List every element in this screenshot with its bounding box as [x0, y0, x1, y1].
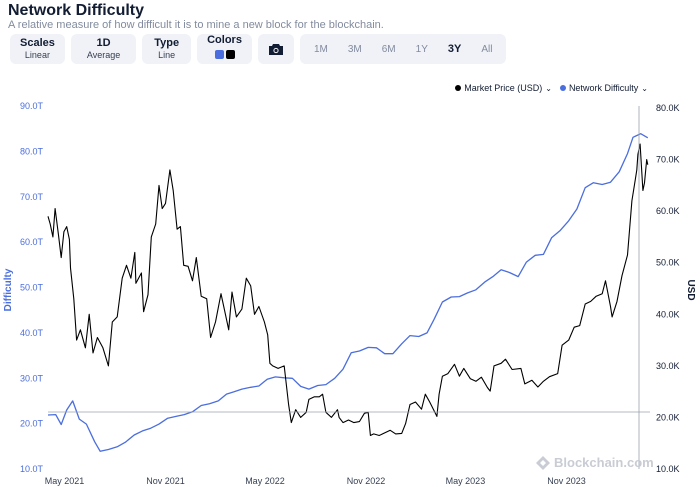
y-left-tick-label: 80.0T — [20, 146, 44, 156]
y-right-tick-label: 10.0K — [656, 464, 680, 474]
y-left-tick-label: 20.0T — [20, 419, 44, 429]
x-tick-label: May 2021 — [45, 476, 85, 486]
difficulty-color-swatch — [214, 50, 224, 59]
y-right-tick-label: 20.0K — [656, 412, 680, 422]
scales-label: Scales — [20, 37, 55, 49]
chevron-down-icon: ⌄ — [545, 83, 552, 93]
scales-value: Linear — [24, 50, 50, 60]
x-tick-label: Nov 2022 — [347, 476, 386, 486]
timeframe-all[interactable]: All — [481, 43, 493, 55]
y-right-tick-label: 50.0K — [656, 258, 680, 268]
y-right-tick-label: 30.0K — [656, 361, 680, 371]
camera-icon — [268, 43, 283, 55]
timeframe-selector: 1M 3M 6M 1Y 3Y All — [299, 34, 507, 64]
y-left-tick-label: 30.0T — [20, 373, 44, 383]
screenshot-button[interactable] — [257, 34, 294, 64]
price-dot-icon — [455, 85, 462, 91]
type-value: Line — [158, 50, 176, 60]
aggregate-button[interactable]: 1D Average — [70, 34, 137, 64]
legend-item-price[interactable]: Market Price (USD) ⌄ — [455, 83, 552, 93]
y-right-axis-title: USD — [685, 279, 696, 300]
x-tick-label: May 2022 — [245, 476, 285, 486]
timeframe-3m[interactable]: 3M — [347, 43, 362, 55]
aggregate-value: Average — [86, 50, 121, 60]
price-color-swatch — [225, 50, 235, 59]
blockchain-logo-icon — [536, 455, 550, 470]
page-subtitle: A relative measure of how difficult it i… — [8, 19, 384, 31]
y-left-tick-label: 70.0T — [20, 192, 44, 202]
legend-price-label: Market Price (USD) — [464, 83, 543, 93]
price-series-line — [47, 143, 649, 437]
y-left-tick-label: 90.0T — [20, 101, 44, 111]
difficulty-dot-icon — [559, 85, 566, 91]
page-title: Network Difficulty — [8, 2, 145, 19]
chart-legend: Market Price (USD) ⌄ Network Difficulty … — [455, 83, 648, 93]
timeframe-6m[interactable]: 6M — [381, 43, 396, 55]
color-swatches — [214, 46, 236, 64]
difficulty-series-line — [47, 133, 649, 452]
type-label: Type — [154, 37, 180, 49]
x-tick-label: Nov 2021 — [146, 476, 185, 486]
y-right-tick-label: 40.0K — [656, 309, 680, 319]
y-left-tick-label: 40.0T — [20, 328, 44, 338]
timeframe-1y[interactable]: 1Y — [415, 43, 428, 55]
chart-controls: Scales Linear 1D Average Type Line Color… — [10, 34, 507, 64]
timeframe-3y[interactable]: 3Y — [447, 43, 462, 55]
aggregate-label: 1D — [96, 37, 111, 49]
watermark: Blockchain.com — [536, 455, 654, 470]
y-left-tick-label: 60.0T — [20, 237, 44, 247]
legend-difficulty-label: Network Difficulty — [568, 83, 639, 93]
y-left-axis-title: Difficulty — [3, 268, 14, 311]
timeframe-1m[interactable]: 1M — [313, 43, 328, 55]
colors-button[interactable]: Colors — [197, 34, 252, 64]
y-right-tick-label: 70.0K — [656, 155, 680, 165]
scales-button[interactable]: Scales Linear — [10, 34, 65, 64]
y-right-tick-label: 80.0K — [656, 103, 680, 113]
colors-label: Colors — [207, 34, 242, 46]
y-left-tick-label: 50.0T — [20, 283, 44, 293]
y-right-tick-label: 60.0K — [656, 206, 680, 216]
legend-item-difficulty[interactable]: Network Difficulty ⌄ — [559, 83, 648, 93]
type-button[interactable]: Type Line — [142, 34, 192, 64]
x-tick-label: May 2023 — [446, 476, 486, 486]
watermark-text: Blockchain.com — [554, 455, 654, 470]
chevron-down-icon: ⌄ — [641, 83, 648, 93]
x-tick-label: Nov 2023 — [547, 476, 586, 486]
y-left-tick-label: 10.0T — [20, 464, 44, 474]
